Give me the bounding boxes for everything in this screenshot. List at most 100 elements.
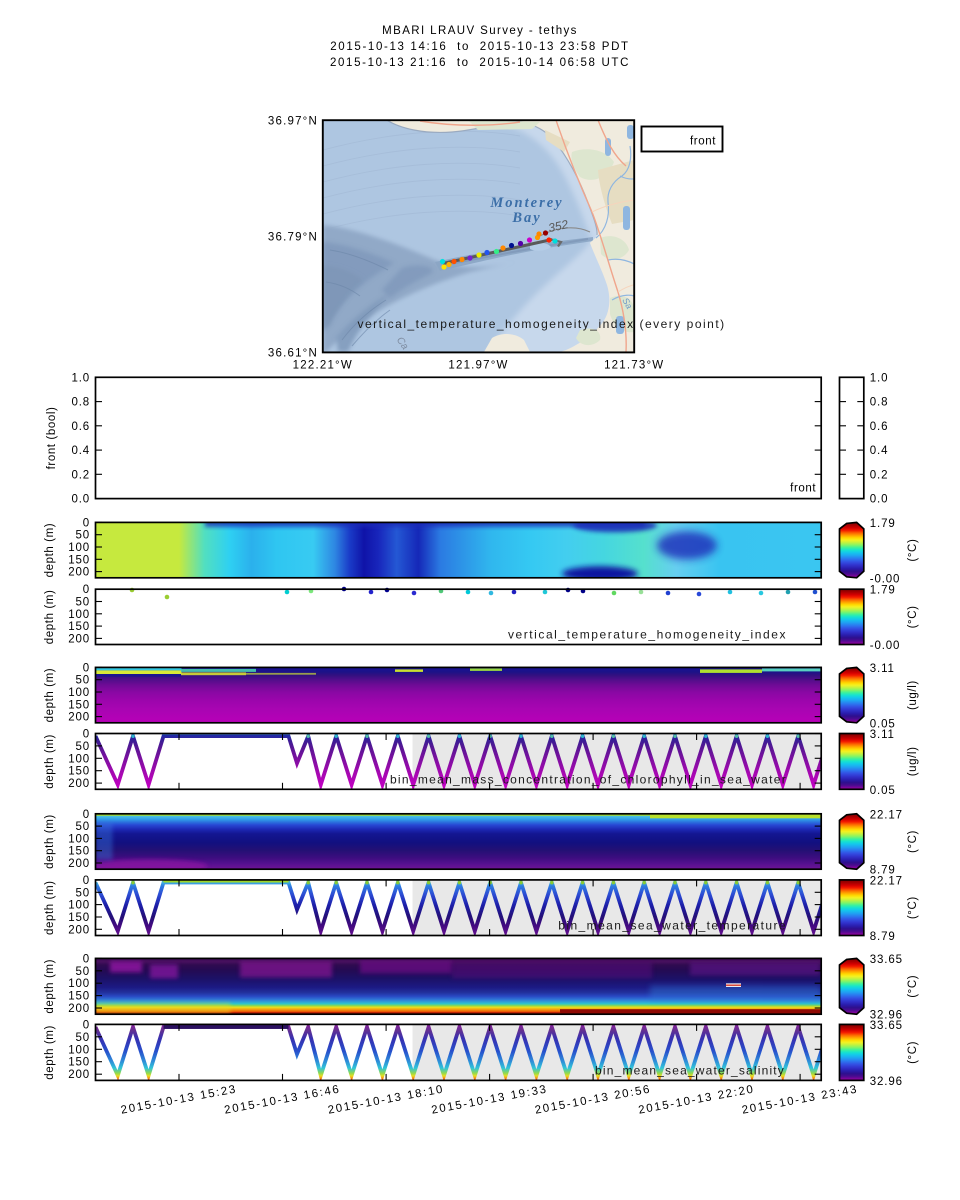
svg-text:0.2: 0.2 [71, 469, 90, 481]
svg-text:121.73°W: 121.73°W [604, 360, 664, 372]
svg-text:2015-10-13 21:16 to 2015-10-: 2015-10-13 21:16 to 2015-10-14 06:58 UTC [330, 57, 630, 69]
svg-text:0.4: 0.4 [870, 445, 889, 457]
svg-text:100: 100 [68, 833, 90, 845]
svg-text:0.2: 0.2 [870, 469, 889, 481]
svg-text:1.79: 1.79 [870, 585, 896, 597]
svg-text:150: 150 [68, 912, 90, 924]
svg-text:33.65: 33.65 [870, 1020, 903, 1032]
svg-text:200: 200 [68, 858, 90, 870]
svg-text:-0.00: -0.00 [870, 640, 900, 652]
svg-text:150: 150 [68, 699, 90, 711]
svg-text:(°C): (°C) [907, 539, 919, 562]
svg-text:200: 200 [68, 712, 90, 724]
svg-text:0: 0 [83, 953, 90, 965]
svg-text:22.17: 22.17 [870, 875, 903, 887]
svg-text:22.17: 22.17 [870, 809, 903, 821]
svg-text:1.0: 1.0 [870, 372, 889, 384]
svg-text:(ug/l): (ug/l) [907, 746, 919, 776]
svg-text:(°C): (°C) [907, 1041, 919, 1064]
svg-text:150: 150 [68, 1057, 90, 1069]
svg-text:150: 150 [68, 766, 90, 778]
svg-text:352: 352 [547, 217, 570, 235]
svg-text:50: 50 [76, 741, 91, 753]
svg-text:0.6: 0.6 [870, 421, 889, 433]
svg-text:0: 0 [83, 729, 90, 741]
svg-text:200: 200 [68, 1003, 90, 1015]
svg-text:32.96: 32.96 [870, 1076, 903, 1088]
svg-text:36.97°N: 36.97°N [268, 116, 318, 128]
svg-text:1.0: 1.0 [71, 372, 90, 384]
svg-text:100: 100 [68, 542, 90, 554]
svg-text:8.79: 8.79 [870, 865, 896, 877]
svg-text:0: 0 [83, 875, 90, 887]
svg-text:front: front [690, 136, 716, 148]
svg-text:depth (m): depth (m) [44, 814, 56, 869]
svg-text:depth (m): depth (m) [44, 523, 56, 578]
svg-text:(°C): (°C) [907, 605, 919, 628]
svg-text:8.79: 8.79 [870, 931, 896, 943]
svg-text:depth (m): depth (m) [44, 959, 56, 1014]
svg-text:36.61°N: 36.61°N [268, 347, 318, 359]
svg-text:121.97°W: 121.97°W [448, 360, 508, 372]
svg-text:front: front [790, 483, 816, 495]
svg-text:122.21°W: 122.21°W [293, 360, 353, 372]
svg-text:50: 50 [76, 966, 91, 978]
svg-text:0: 0 [83, 662, 90, 674]
svg-text:depth (m): depth (m) [44, 590, 56, 645]
svg-text:50: 50 [76, 821, 91, 833]
svg-text:depth (m): depth (m) [44, 734, 56, 789]
svg-text:(°C): (°C) [907, 975, 919, 998]
svg-text:(°C): (°C) [907, 896, 919, 919]
svg-text:Monterey: Monterey [489, 195, 563, 211]
svg-text:50: 50 [76, 530, 91, 542]
svg-text:36.79°N: 36.79°N [268, 231, 318, 243]
svg-text:front (bool): front (bool) [46, 407, 58, 470]
svg-text:(°C): (°C) [907, 830, 919, 853]
svg-text:0.05: 0.05 [870, 718, 896, 730]
svg-text:200: 200 [68, 567, 90, 579]
svg-text:depth (m): depth (m) [44, 668, 56, 723]
svg-text:0.6: 0.6 [71, 421, 90, 433]
svg-text:0.0: 0.0 [870, 494, 889, 506]
svg-text:Sa: Sa [620, 296, 634, 311]
svg-text:32.96: 32.96 [870, 1010, 903, 1022]
svg-text:1.79: 1.79 [870, 518, 896, 530]
svg-text:Bay: Bay [511, 210, 541, 226]
svg-text:vertical_temperature_homogenei: vertical_temperature_homogeneity_index [508, 628, 787, 642]
svg-text:50: 50 [76, 675, 91, 687]
svg-text:200: 200 [68, 1069, 90, 1081]
svg-text:150: 150 [68, 554, 90, 566]
svg-text:100: 100 [68, 687, 90, 699]
svg-text:50: 50 [76, 887, 91, 899]
svg-text:3.11: 3.11 [870, 663, 895, 675]
svg-text:-0.00: -0.00 [870, 573, 900, 585]
svg-text:depth (m): depth (m) [44, 1025, 56, 1080]
svg-text:0: 0 [83, 584, 90, 596]
svg-text:0.0: 0.0 [71, 494, 90, 506]
svg-text:150: 150 [68, 621, 90, 633]
svg-text:100: 100 [68, 900, 90, 912]
svg-text:bin_mean_mass_concentration_of: bin_mean_mass_concentration_of_chlorophy… [390, 772, 787, 786]
svg-text:0: 0 [83, 517, 90, 529]
svg-text:33.65: 33.65 [870, 954, 903, 966]
svg-text:100: 100 [68, 978, 90, 990]
svg-text:150: 150 [68, 991, 90, 1003]
svg-text:0: 0 [83, 1019, 90, 1031]
svg-text:200: 200 [68, 778, 90, 790]
svg-text:0.4: 0.4 [71, 445, 90, 457]
svg-text:100: 100 [68, 609, 90, 621]
svg-text:(ug/l): (ug/l) [907, 680, 919, 710]
svg-text:200: 200 [68, 924, 90, 936]
svg-text:0.8: 0.8 [71, 397, 90, 409]
svg-text:150: 150 [68, 846, 90, 858]
svg-text:200: 200 [68, 633, 90, 645]
svg-text:MBARI LRAUV Survey - tethys: MBARI LRAUV Survey - tethys [382, 25, 578, 37]
svg-text:0.05: 0.05 [870, 785, 896, 797]
svg-text:vertical_temperature_homogenei: vertical_temperature_homogeneity_index (… [358, 317, 726, 331]
svg-text:bin_mean_sea_water_temperature: bin_mean_sea_water_temperature [558, 919, 787, 933]
svg-text:bin_mean_sea_water_salinity: bin_mean_sea_water_salinity [595, 1063, 785, 1077]
svg-text:3.11: 3.11 [870, 729, 895, 741]
svg-text:0: 0 [83, 809, 90, 821]
svg-text:0.8: 0.8 [870, 397, 889, 409]
svg-text:100: 100 [68, 1044, 90, 1056]
